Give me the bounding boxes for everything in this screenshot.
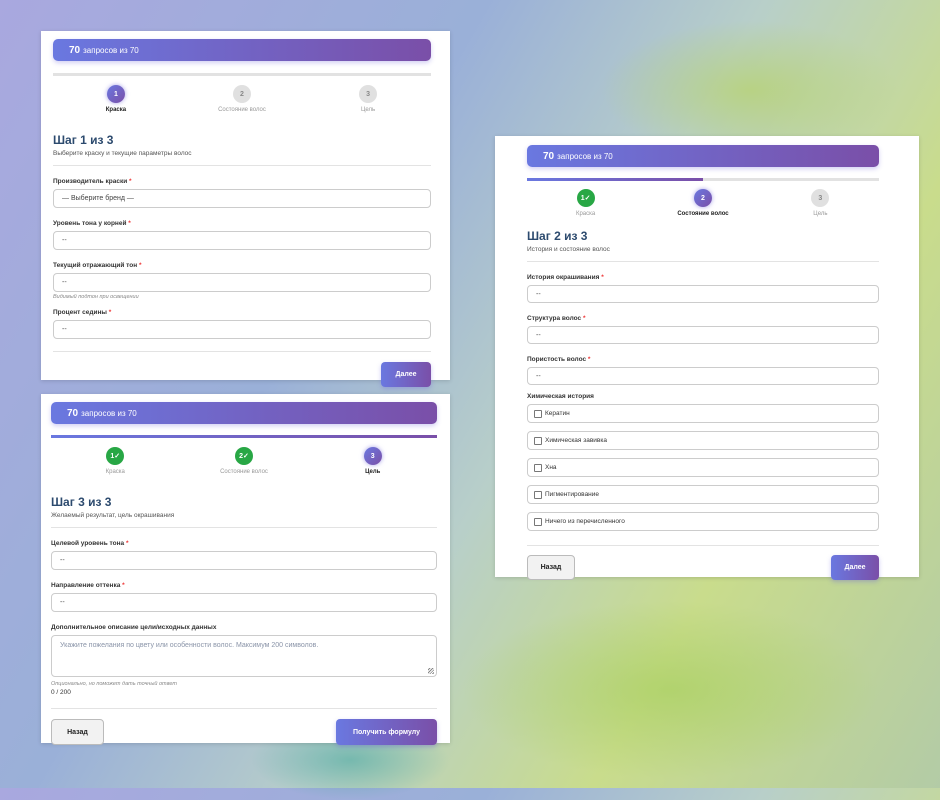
step-circle: 1✓ (576, 189, 595, 207)
divider (51, 527, 437, 528)
step-label: Краска (105, 107, 127, 113)
step-1: 1 Краска (53, 85, 179, 113)
reflect-tone-select[interactable]: -- (53, 273, 431, 292)
field-label: Процент седины * (53, 309, 112, 316)
step-1: 1✓ Краска (51, 447, 180, 475)
step1-panel: 70 запросов из 70 1 Краска 2 Состояние воло… (41, 31, 450, 387)
step-circle: 2 (232, 85, 251, 103)
checkbox-icon[interactable] (534, 517, 542, 526)
page-title: Шаг 3 из 3 (51, 495, 112, 509)
checkbox-perm[interactable]: Химическая завивка (527, 431, 879, 450)
step-circle: 1✓ (106, 447, 125, 465)
quota-text: запросов из 70 (557, 151, 613, 161)
field-hint: Опционально, но поможет дать точный отве… (51, 681, 177, 687)
stepper: 1✓ Краска 2 Состояние волос 3 Цель (527, 189, 879, 217)
step-circle: 1 (106, 85, 125, 103)
field-label: Пористость волос * (527, 356, 591, 363)
field-label: Химическая история (527, 393, 594, 400)
step-circle: 2✓ (235, 447, 253, 465)
step-2: 2 Состояние волос (644, 189, 761, 217)
field-label: Уровень тона у корней * (53, 220, 131, 227)
divider (527, 545, 879, 546)
step-3: 3 Цель (762, 189, 879, 217)
field-label: Дополнительное описание цели/исходных да… (51, 624, 217, 631)
field-hint: Видимый подтон при освещении (53, 294, 139, 300)
page-subtitle: Желаемый результат, цель окрашивания (51, 512, 175, 519)
step-label: Цель (365, 469, 381, 475)
checkbox-icon[interactable] (534, 490, 542, 499)
page-subtitle: Выберите краску и текущие параметры воло… (53, 150, 192, 157)
progress-bar (527, 178, 879, 181)
field-label: Структура волос * (527, 315, 586, 322)
step-circle: 2 (693, 189, 712, 207)
progress-bar (51, 435, 437, 438)
divider (51, 708, 437, 709)
char-counter: 0 / 200 (51, 689, 71, 696)
field-label: Производитель краски * (53, 178, 132, 185)
checkbox-icon[interactable] (534, 463, 542, 472)
field-label: История окрашивания * (527, 274, 604, 281)
divider (53, 351, 431, 352)
checkbox-keratin[interactable]: Кератин (527, 404, 879, 423)
shade-direction-select[interactable]: -- (51, 593, 437, 612)
page-title: Шаг 2 из 3 (527, 229, 588, 243)
step-3: 3 Цель (305, 85, 431, 113)
stepper: 1✓ Краска 2✓ Состояние волос 3 Цель (51, 447, 437, 475)
field-label: Направление оттенка * (51, 582, 125, 589)
step-label: Краска (575, 211, 596, 217)
porosity-select[interactable]: -- (527, 367, 879, 385)
quota-banner: 70 запросов из 70 (51, 402, 437, 424)
step-circle: 3 (359, 85, 378, 103)
divider (527, 261, 879, 262)
checkbox-henna[interactable]: Хна (527, 458, 879, 477)
quota-text: запросов из 70 (83, 45, 139, 55)
field-label: Целевой уровень тона * (51, 540, 129, 547)
step-circle: 3 (811, 189, 830, 207)
quota-text: запросов из 70 (81, 408, 137, 418)
color-history-select[interactable]: -- (527, 285, 879, 303)
step-label: Цель (360, 107, 376, 113)
step-label: Состояние волос (218, 107, 266, 113)
brand-select[interactable]: — Выберите бренд — (53, 189, 431, 208)
progress-bar (53, 73, 431, 76)
checkbox-icon[interactable] (534, 436, 542, 445)
back-button[interactable]: Назад (51, 719, 104, 745)
back-button[interactable]: Назад (527, 555, 575, 580)
quota-count: 70 (67, 407, 79, 419)
quota-banner: 70 запросов из 70 (527, 145, 879, 167)
quota-banner: 70 запросов из 70 (53, 39, 431, 61)
checkbox-pigment[interactable]: Пигментирование (527, 485, 879, 504)
checkbox-none[interactable]: Ничего из перечисленного (527, 512, 879, 531)
gray-percent-select[interactable]: -- (53, 320, 431, 339)
quota-count: 70 (543, 150, 555, 162)
get-formula-button[interactable]: Получить формулу (336, 719, 437, 745)
step2-panel: 70 запросов из 70 1✓ Краска 2 Состояние вол… (495, 136, 919, 580)
target-level-select[interactable]: -- (51, 551, 437, 570)
step-1: 1✓ Краска (527, 189, 644, 217)
hair-structure-select[interactable]: -- (527, 326, 879, 344)
divider (53, 165, 431, 166)
root-level-select[interactable]: -- (53, 231, 431, 250)
checkbox-icon[interactable] (534, 409, 542, 418)
step-label: Краска (105, 469, 125, 475)
quota-count: 70 (69, 44, 81, 56)
step-label: Состояние волос (220, 469, 268, 475)
next-button[interactable]: Далее (381, 362, 431, 387)
step3-panel: 70 запросов из 70 1✓ Краска 2✓ Состояние во… (41, 394, 450, 745)
background-decor (460, 600, 880, 780)
description-textarea[interactable]: Укажите пожелания по цвету или особеннос… (51, 635, 437, 677)
next-button[interactable]: Далее (831, 555, 879, 580)
page-title: Шаг 1 из 3 (53, 133, 114, 147)
page-subtitle: История и состояние волос (527, 246, 610, 253)
step-label: Цель (813, 211, 828, 217)
stepper: 1 Краска 2 Состояние волос 3 Цель (53, 85, 431, 113)
step-label: Состояние волос (677, 211, 729, 217)
field-label: Текущий отражающий тон * (53, 262, 142, 269)
step-3: 3 Цель (308, 447, 437, 475)
step-circle: 3 (363, 447, 382, 465)
step-2: 2✓ Состояние волос (180, 447, 309, 475)
step-2: 2 Состояние волос (179, 85, 305, 113)
